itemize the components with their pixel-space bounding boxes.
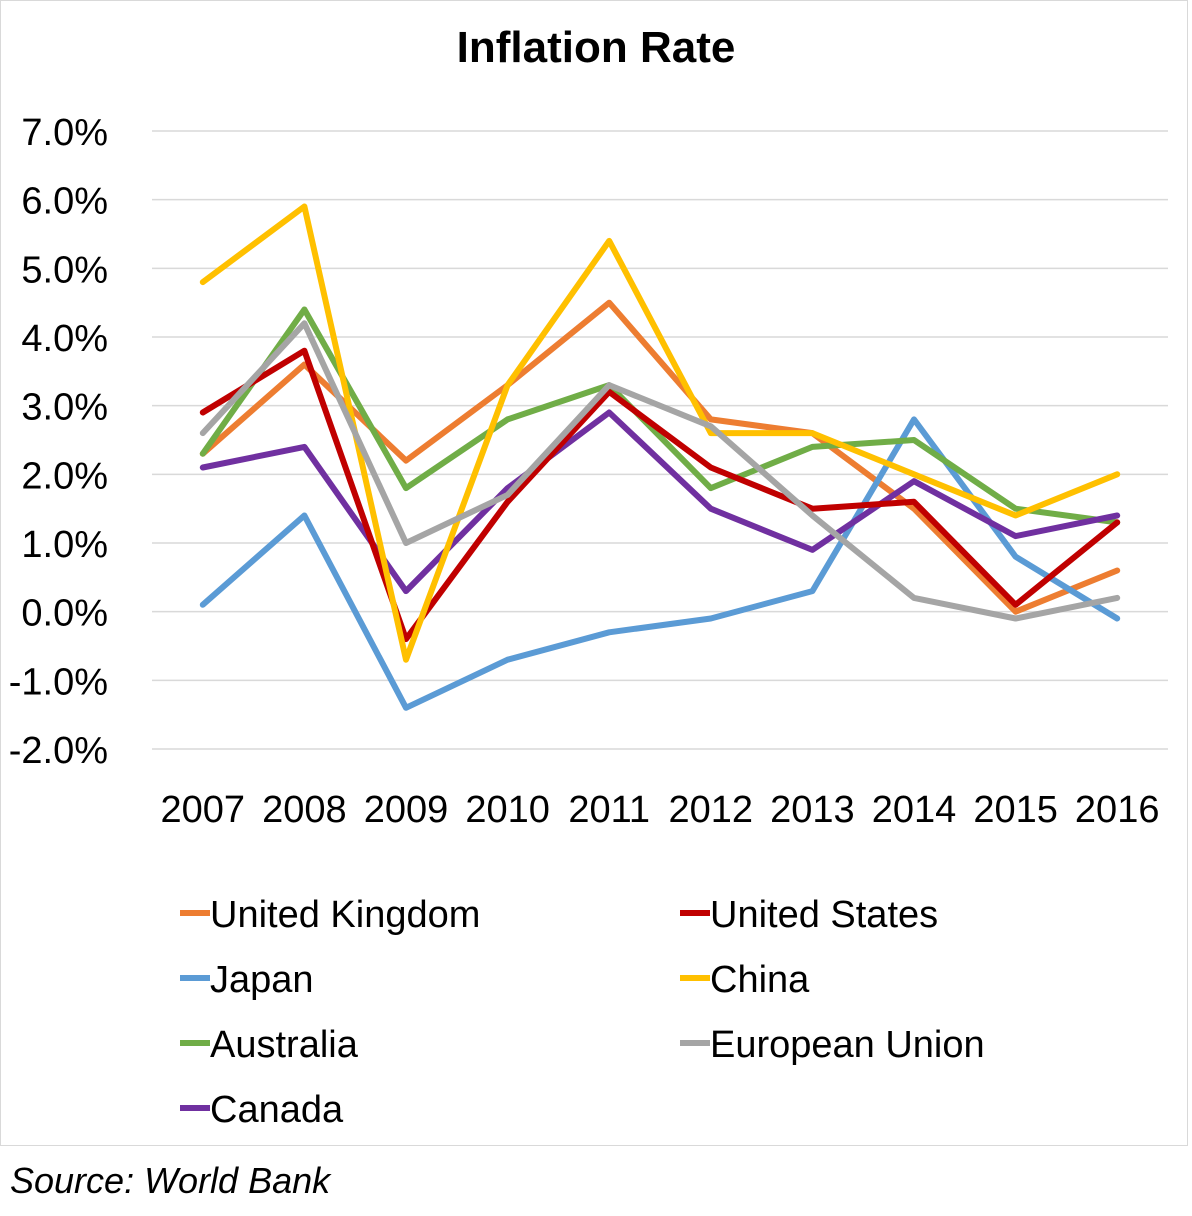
y-tick-label: 0.0% [21,593,108,635]
y-tick-label: 1.0% [21,524,108,566]
x-tick-label: 2011 [568,789,650,831]
y-tick-label: 4.0% [21,318,108,360]
series-line-united-states [199,347,1121,643]
y-tick-label: 6.0% [21,181,108,223]
x-tick-label: 2014 [872,789,957,831]
legend-label-australia: Australia [210,1024,359,1066]
x-tick-label: 2008 [262,789,347,831]
source-note: Source: World Bank [10,1160,331,1201]
legend-label-china: China [710,959,810,1001]
legend: United Kingdom United States Japan China Aus… [180,894,985,1131]
x-tick-label: 2010 [465,789,550,831]
x-tick-label: 2015 [973,789,1058,831]
y-axis-ticks: 7.0% 6.0% 5.0% 4.0% 3.0% 2.0% 1.0% 0.0% -1.0% -2.… [9,112,108,772]
legend-label-canada: Canada [210,1089,344,1131]
x-tick-label: 2009 [364,789,449,831]
legend-label-japan: Japan [210,959,314,1001]
y-tick-label: -1.0% [9,661,108,703]
y-tick-label: -2.0% [9,730,108,772]
line-chart: Inflation Rate 7.0% 6.0% 5.0% 4.0% 3.0% 2.0% 1… [9,23,1168,1131]
y-tick-label: 5.0% [21,249,108,291]
legend-label-united-kingdom: United Kingdom [210,894,480,936]
x-tick-label: 2013 [770,789,855,831]
series-line-canada [199,409,1121,595]
y-tick-label: 7.0% [21,112,108,154]
legend-label-european-union: European Union [710,1024,985,1066]
x-tick-label: 2012 [669,789,754,831]
series-lines [199,203,1121,711]
x-tick-label: 2016 [1075,789,1160,831]
gridlines [152,130,1168,750]
series-line-united-kingdom [199,299,1121,615]
series-line-australia [199,306,1121,526]
chart-title: Inflation Rate [457,23,736,72]
x-axis-ticks: 2007 2008 2009 2010 2011 2012 2013 2014 2015 2016 [161,789,1160,831]
series-line-japan [199,416,1121,711]
y-tick-label: 2.0% [21,455,108,497]
y-tick-label: 3.0% [21,387,108,429]
series-line-european-union [199,320,1121,622]
legend-label-united-states: United States [710,894,938,936]
chart-frame [0,0,1188,1146]
x-tick-label: 2007 [161,789,246,831]
